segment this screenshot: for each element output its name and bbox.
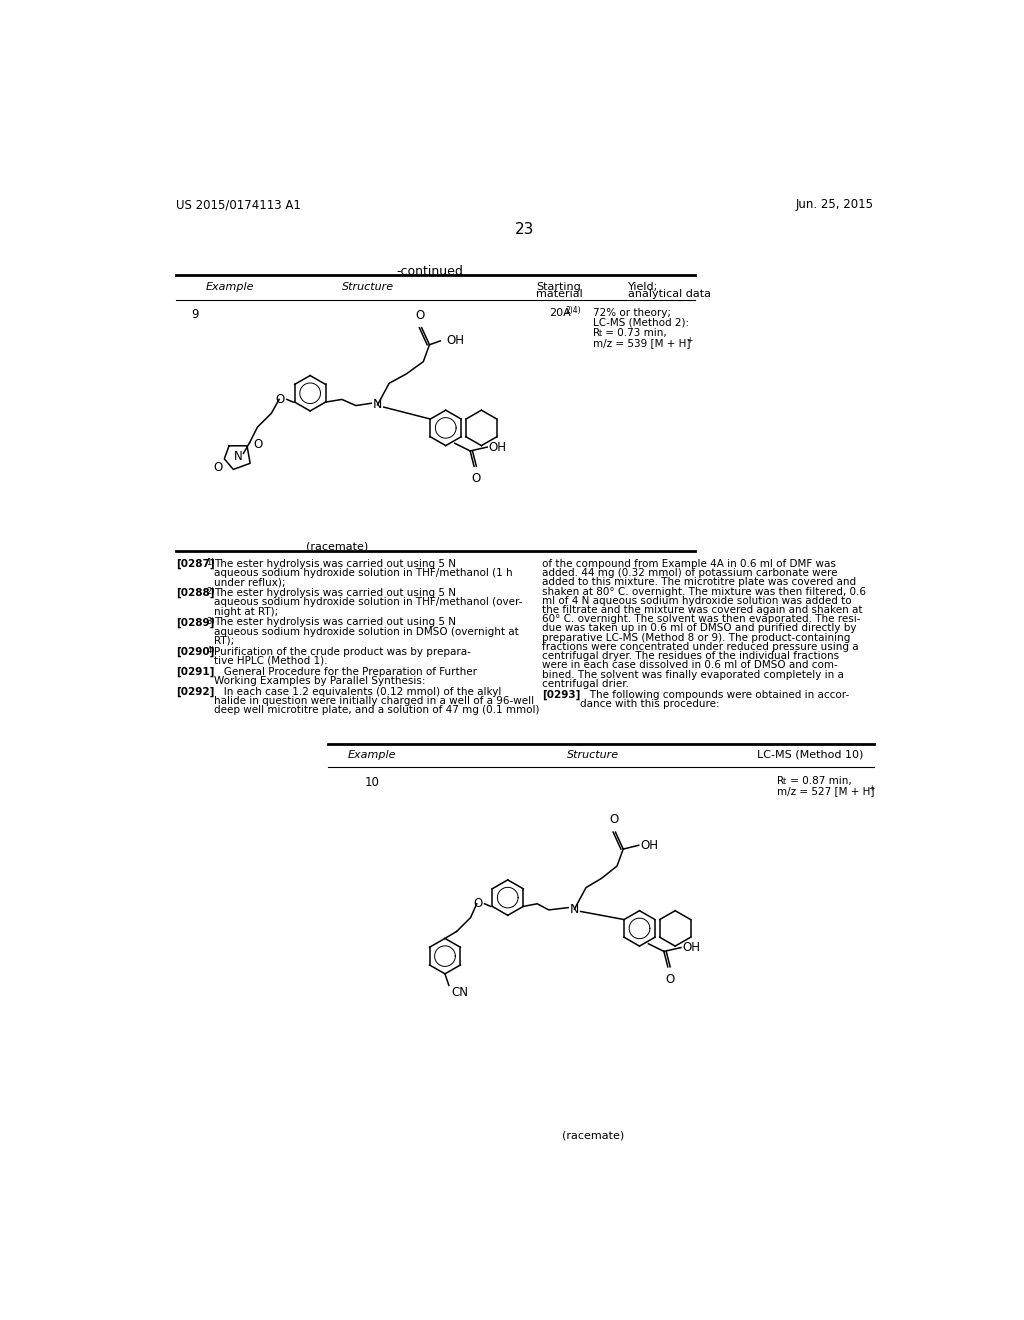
Text: material: material [536, 289, 583, 300]
Text: under reflux);: under reflux); [214, 577, 286, 587]
Text: 9: 9 [191, 308, 199, 321]
Text: OH: OH [683, 941, 700, 954]
Text: were in each case dissolved in 0.6 ml of DMSO and com-: were in each case dissolved in 0.6 ml of… [542, 660, 838, 671]
Text: [0293]: [0293] [542, 689, 581, 700]
Text: added. 44 mg (0.32 mmol) of potassium carbonate were: added. 44 mg (0.32 mmol) of potassium ca… [542, 568, 838, 578]
Text: Structure: Structure [567, 750, 620, 760]
Text: [0287]: [0287] [176, 558, 215, 569]
Text: 72% or theory;: 72% or theory; [593, 308, 671, 318]
Text: O: O [609, 813, 618, 826]
Text: aqueous sodium hydroxide solution in DMSO (overnight at: aqueous sodium hydroxide solution in DMS… [214, 627, 519, 636]
Text: the filtrate and the mixture was covered again and shaken at: the filtrate and the mixture was covered… [542, 605, 862, 615]
Text: Example: Example [206, 281, 254, 292]
Text: LC-MS (Method 2):: LC-MS (Method 2): [593, 318, 689, 327]
Text: 2)4): 2)4) [566, 306, 582, 315]
Text: OH: OH [488, 441, 507, 454]
Text: Working Examples by Parallel Synthesis:: Working Examples by Parallel Synthesis: [214, 676, 426, 686]
Text: t: t [598, 330, 601, 338]
Text: 23: 23 [515, 222, 535, 236]
Text: N: N [233, 450, 243, 463]
Text: added to this mixture. The microtitre plate was covered and: added to this mixture. The microtitre pl… [542, 577, 856, 587]
Text: The following compounds were obtained in accor-: The following compounds were obtained in… [580, 689, 849, 700]
Text: dance with this procedure:: dance with this procedure: [580, 700, 720, 709]
Text: OH: OH [446, 334, 465, 347]
Text: O: O [472, 473, 481, 486]
Text: [0288]: [0288] [176, 589, 215, 598]
Text: aqueous sodium hydroxide solution in THF/methanol (over-: aqueous sodium hydroxide solution in THF… [214, 598, 522, 607]
Text: t: t [783, 777, 786, 787]
Text: General Procedure for the Preparation of Further: General Procedure for the Preparation of… [214, 667, 477, 677]
Text: of the compound from Example 4A in 0.6 ml of DMF was: of the compound from Example 4A in 0.6 m… [542, 558, 836, 569]
Text: Starting: Starting [537, 281, 582, 292]
Text: aqueous sodium hydroxide solution in THF/methanol (1 h: aqueous sodium hydroxide solution in THF… [214, 568, 513, 578]
Text: = 0.73 min,: = 0.73 min, [602, 327, 667, 338]
Text: The ester hydrolysis was carried out using 5 N: The ester hydrolysis was carried out usi… [214, 589, 456, 598]
Text: m/z = 527 [M + H]: m/z = 527 [M + H] [777, 785, 874, 796]
Text: Yield;: Yield; [628, 281, 658, 292]
Text: ml of 4 N aqueous sodium hydroxide solution was added to: ml of 4 N aqueous sodium hydroxide solut… [542, 595, 852, 606]
Text: 1): 1) [206, 558, 215, 568]
Text: +: + [686, 337, 692, 346]
Text: [0291]: [0291] [176, 667, 214, 677]
Text: [0290]: [0290] [176, 647, 214, 657]
Text: Structure: Structure [342, 281, 394, 292]
Text: +: + [868, 784, 874, 793]
Text: m/z = 539 [M + H]: m/z = 539 [M + H] [593, 338, 690, 347]
Text: RT);: RT); [214, 636, 234, 645]
Text: 10: 10 [365, 776, 380, 789]
Text: 20A: 20A [549, 308, 570, 318]
Text: preparative LC-MS (Method 8 or 9). The product-containing: preparative LC-MS (Method 8 or 9). The p… [542, 632, 850, 643]
Text: Jun. 25, 2015: Jun. 25, 2015 [796, 198, 873, 211]
Text: 2): 2) [206, 587, 215, 597]
Text: due was taken up in 0.6 ml of DMSO and purified directly by: due was taken up in 0.6 ml of DMSO and p… [542, 623, 856, 634]
Text: In each case 1.2 equivalents (0.12 mmol) of the alkyl: In each case 1.2 equivalents (0.12 mmol)… [214, 686, 502, 697]
Text: shaken at 80° C. overnight. The mixture was then filtered, 0.6: shaken at 80° C. overnight. The mixture … [542, 586, 866, 597]
Text: 60° C. overnight. The solvent was then evaporated. The resi-: 60° C. overnight. The solvent was then e… [542, 614, 860, 624]
Text: analytical data: analytical data [628, 289, 711, 300]
Text: The ester hydrolysis was carried out using 5 N: The ester hydrolysis was carried out usi… [214, 558, 456, 569]
Text: O: O [473, 898, 482, 911]
Text: [0292]: [0292] [176, 686, 214, 697]
Text: centrifugal dryer. The residues of the individual fractions: centrifugal dryer. The residues of the i… [542, 651, 839, 661]
Text: = 0.87 min,: = 0.87 min, [786, 776, 852, 785]
Text: O: O [666, 973, 675, 986]
Text: O: O [214, 461, 223, 474]
Text: [0289]: [0289] [176, 618, 214, 627]
Text: night at RT);: night at RT); [214, 607, 279, 616]
Text: CN: CN [452, 986, 468, 999]
Text: 3): 3) [206, 616, 215, 626]
Text: O: O [416, 309, 425, 322]
Text: N: N [373, 399, 382, 412]
Text: OH: OH [640, 838, 658, 851]
Text: (racemate): (racemate) [562, 1130, 624, 1140]
Text: 4): 4) [206, 645, 215, 655]
Text: Purification of the crude product was by prepara-: Purification of the crude product was by… [214, 647, 471, 656]
Text: R: R [777, 776, 784, 785]
Text: deep well microtitre plate, and a solution of 47 mg (0.1 mmol): deep well microtitre plate, and a soluti… [214, 705, 540, 715]
Text: O: O [275, 393, 285, 407]
Text: -continued: -continued [397, 264, 464, 277]
Text: LC-MS (Method 10): LC-MS (Method 10) [757, 750, 863, 760]
Text: tive HPLC (Method 1).: tive HPLC (Method 1). [214, 656, 328, 665]
Text: bined. The solvent was finally evaporated completely in a: bined. The solvent was finally evaporate… [542, 669, 844, 680]
Text: N: N [569, 903, 580, 916]
Text: halide in question were initially charged in a well of a 96-well: halide in question were initially charge… [214, 696, 535, 706]
Text: R: R [593, 327, 600, 338]
Text: fractions were concentrated under reduced pressure using a: fractions were concentrated under reduce… [542, 642, 858, 652]
Text: (racemate): (racemate) [306, 541, 369, 550]
Text: The ester hydrolysis was carried out using 5 N: The ester hydrolysis was carried out usi… [214, 618, 456, 627]
Text: centrifugal drier.: centrifugal drier. [542, 678, 629, 689]
Text: US 2015/0174113 A1: US 2015/0174113 A1 [176, 198, 301, 211]
Text: Example: Example [348, 750, 396, 760]
Text: O: O [253, 438, 262, 450]
